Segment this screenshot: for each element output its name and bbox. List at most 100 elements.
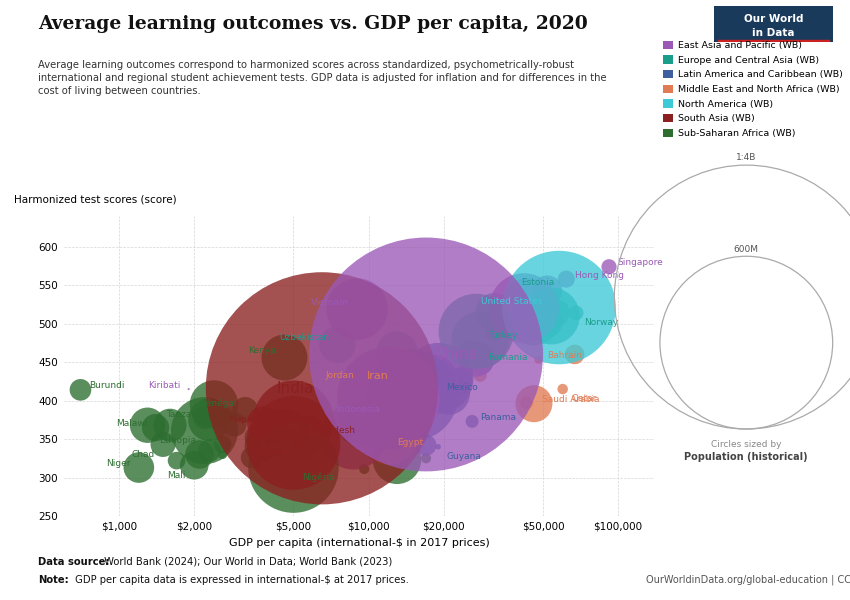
Point [74,385,88,395]
Point [278,427,292,437]
Point [251,433,264,442]
Text: Population (historical): Population (historical) [684,452,808,462]
Point [202,415,216,425]
Text: Singapore: Singapore [617,259,663,268]
Text: Our World: Our World [744,14,803,23]
Point [532,355,546,365]
Point [469,326,483,336]
Point [182,384,196,394]
Point [245,453,258,463]
Text: Mexico: Mexico [446,383,479,392]
Point [278,353,292,362]
Point [545,311,558,321]
Point [270,425,284,434]
Point [291,440,304,450]
Text: Guyana: Guyana [446,452,481,461]
Point [541,317,554,326]
Text: Vietnam: Vietnam [311,298,348,307]
Point [156,440,170,449]
Point [382,428,395,438]
Point [520,321,534,331]
Point [207,400,221,409]
Text: 600M: 600M [734,245,759,254]
Text: United States: United States [481,297,543,306]
Point [556,384,570,394]
Point [228,419,241,429]
Point [520,398,534,408]
Point [419,440,433,450]
Point [372,419,386,428]
Text: Niger: Niger [106,459,131,468]
Text: cost of living between countries.: cost of living between countries. [38,86,201,97]
Point [254,441,268,451]
Point [390,347,404,357]
Text: Nigêria: Nigêria [302,473,334,482]
Point [527,399,541,409]
Point [357,464,371,474]
Point [550,308,564,318]
Text: Circles sized by: Circles sized by [711,440,781,449]
Point [394,363,408,373]
Text: Mali: Mali [167,471,186,480]
Point [547,315,560,325]
Text: Iran: Iran [367,371,388,381]
Point [382,398,395,408]
Point [552,303,566,313]
Point [541,286,554,295]
Text: China: China [434,347,478,362]
Text: Harmonized test scores (score): Harmonized test scores (score) [14,194,176,204]
Text: Note:: Note: [38,575,69,585]
Point [367,409,381,418]
Point [469,354,483,364]
Point [198,426,212,436]
Point [570,308,583,318]
Point [465,349,479,358]
Point [488,326,502,336]
Text: OurWorldinData.org/global-education | CC BY: OurWorldinData.org/global-education | CC… [646,575,850,586]
Text: Average learning outcomes correspond to harmonized scores across standardized, p: Average learning outcomes correspond to … [38,60,575,70]
Point [518,304,531,313]
Text: Data source:: Data source: [38,557,110,567]
Point [299,427,313,436]
Text: Chad: Chad [132,450,155,459]
Point [559,274,573,284]
Point [187,460,201,470]
Point [507,313,520,322]
Point [344,416,358,425]
Point [431,442,445,452]
Text: India: India [276,381,314,396]
Text: Panama: Panama [480,413,517,422]
Point [503,316,517,325]
Point [345,426,359,436]
Text: in Data: in Data [752,28,795,38]
Point [350,304,364,314]
Text: Sénégal: Sénégal [200,398,237,407]
Text: Uzbekistan: Uzbekistan [279,333,329,342]
Point [198,413,212,422]
Point [527,315,541,325]
Point [163,421,177,430]
Point [399,388,412,397]
Text: GDP per capita data is expressed in international-$ at 2017 prices.: GDP per capita data is expressed in inte… [72,575,409,585]
Point [149,423,162,433]
Point [452,377,466,386]
Legend: East Asia and Pacific (WB), Europe and Central Asia (WB), Latin America and Cari: East Asia and Pacific (WB), Europe and C… [664,41,842,138]
Point [356,375,370,385]
Point [405,411,419,421]
Text: Average learning outcomes vs. GDP per capita, 2020: Average learning outcomes vs. GDP per ca… [38,15,588,33]
Point [442,389,456,398]
Text: Qatar: Qatar [571,394,597,403]
Text: Egypt: Egypt [397,439,422,448]
Point [202,446,216,455]
Point [419,350,433,359]
Point [568,350,581,359]
Text: Malawi: Malawi [116,419,147,428]
Point [216,449,230,459]
Point [301,428,314,438]
Point [465,416,479,426]
Point [484,325,498,335]
Text: Bahrain: Bahrain [547,352,582,361]
Point [431,374,445,383]
Point [344,411,358,421]
Point [382,369,395,379]
